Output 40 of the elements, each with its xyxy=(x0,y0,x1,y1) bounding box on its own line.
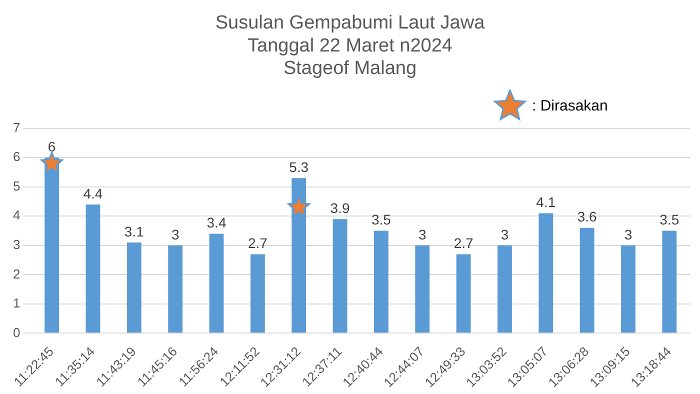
data-label: 4.1 xyxy=(536,194,556,210)
bar xyxy=(415,245,430,333)
data-label: 3.4 xyxy=(206,214,226,231)
data-label: 3.5 xyxy=(371,212,392,228)
bar xyxy=(126,242,142,333)
data-label: 4.4 xyxy=(83,185,103,202)
y-tick-label: 7 xyxy=(12,120,20,135)
data-label: 5.3 xyxy=(289,158,309,175)
data-label: 3.5 xyxy=(660,212,680,228)
data-label: 2.7 xyxy=(454,235,474,252)
y-tick-label: 2 xyxy=(12,266,20,282)
bar xyxy=(374,230,388,333)
chart-title: Susulan Gempabumi Laut Jawa Tanggal 22 Maret n2024 Stageof Malang xyxy=(215,12,486,80)
data-label: 3.9 xyxy=(330,200,350,216)
data-label: 3 xyxy=(624,226,632,242)
bar xyxy=(456,254,471,333)
y-tick-label: 5 xyxy=(12,178,20,194)
bar xyxy=(621,245,636,333)
bar xyxy=(580,228,594,333)
data-label: 3 xyxy=(500,226,509,242)
bar xyxy=(86,204,100,333)
bar xyxy=(209,234,224,333)
data-label: 3.6 xyxy=(577,208,598,225)
data-label: 3 xyxy=(418,226,426,242)
bar xyxy=(332,219,348,333)
bar xyxy=(250,254,265,333)
y-tick-label: 1 xyxy=(12,296,20,311)
y-tick-label: 4 xyxy=(12,208,20,223)
bar xyxy=(538,213,554,333)
data-label: 3 xyxy=(171,226,180,242)
data-label: 6 xyxy=(48,138,56,155)
bar xyxy=(168,245,183,333)
data-label: 3.1 xyxy=(124,223,144,240)
legend-label: : Dirasakan xyxy=(532,98,608,115)
data-label: 2.7 xyxy=(248,235,268,252)
bar xyxy=(662,230,677,333)
bar xyxy=(498,245,512,333)
y-tick-label: 6 xyxy=(12,149,20,164)
y-tick-label: 0 xyxy=(12,324,20,340)
y-tick-label: 3 xyxy=(12,237,20,252)
